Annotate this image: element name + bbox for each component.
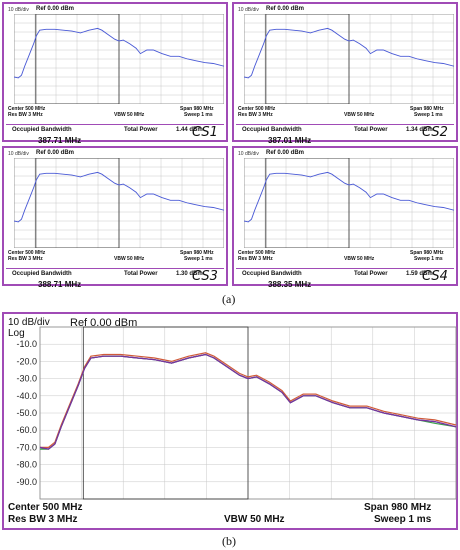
panel-tag: CS2 bbox=[422, 125, 448, 140]
panel-vbw-label: VBW 50 MHz bbox=[344, 256, 375, 262]
big-vbw-label: VBW 50 MHz bbox=[224, 514, 285, 525]
panel-separator bbox=[236, 268, 454, 269]
spectrum-trace bbox=[244, 27, 454, 79]
spectrum-trace bbox=[244, 171, 454, 223]
occupied-bandwidth-label: Occupied Bandwidth bbox=[242, 127, 302, 133]
panel-tag: CS4 bbox=[422, 269, 448, 284]
panel-resbw-label: Res BW 3 MHz bbox=[8, 256, 43, 262]
panel-plot-area bbox=[244, 158, 454, 248]
y-tick-label: -10.0 bbox=[16, 339, 37, 349]
caption-a: (a) bbox=[222, 292, 236, 306]
y-tick-label: -90.0 bbox=[16, 477, 37, 487]
big-spectrum-panel: 10 dB/div Log Ref 0.00 dBm -10.0 -20.0 -30… bbox=[2, 312, 458, 530]
occupied-bandwidth-value: 387.71 MHz bbox=[38, 136, 82, 145]
panel-ref-label: Ref 0.00 dBm bbox=[36, 150, 75, 156]
obw-marker-box bbox=[265, 158, 350, 248]
spectrum-trace bbox=[14, 27, 224, 79]
total-power-label: Total Power bbox=[124, 127, 158, 133]
big-sweep-label: Sweep 1 ms bbox=[374, 514, 432, 525]
panel-tag: CS3 bbox=[192, 269, 218, 284]
total-power-label: Total Power bbox=[124, 271, 158, 277]
occupied-bandwidth-label: Occupied Bandwidth bbox=[242, 271, 302, 277]
big-ref-label: Ref 0.00 dBm bbox=[70, 317, 138, 329]
total-power-label: Total Power bbox=[354, 127, 388, 133]
panel-ref-label: Ref 0.00 dBm bbox=[36, 6, 75, 12]
spectrum-trace bbox=[39, 353, 457, 450]
big-plot-area: -10.0 -20.0 -30.0 -40.0 -50.0 -60.0 -70.0 -80.0… bbox=[16, 326, 457, 500]
panel-resbw-label: Res BW 3 MHz bbox=[238, 112, 273, 118]
y-tick-label: -70.0 bbox=[16, 442, 37, 452]
big-log-label: Log bbox=[8, 328, 25, 339]
panel-center-label: Center 500 MHz bbox=[238, 106, 276, 112]
occupied-bandwidth-label: Occupied Bandwidth bbox=[12, 127, 72, 133]
panel-ref-label: Ref 0.00 dBm bbox=[266, 150, 305, 156]
total-power-value: 1.34 dBm bbox=[406, 127, 433, 133]
panel-plot-area bbox=[244, 14, 454, 104]
obw-marker-box bbox=[35, 158, 120, 248]
panel-span-label: Span 980 MHz bbox=[180, 250, 214, 256]
total-power-value: 1.30 dBm bbox=[176, 271, 203, 277]
big-center-label: Center 500 MHz bbox=[8, 502, 83, 513]
panel-cs2: 10 dB/div Ref 0.00 dBm Center 500 MHz Res B… bbox=[232, 2, 458, 145]
total-power-value: 1.44 dBm bbox=[176, 127, 203, 133]
big-resbw-label: Res BW 3 MHz bbox=[8, 514, 78, 525]
obw-marker-box bbox=[265, 14, 350, 104]
panel-center-label: Center 500 MHz bbox=[8, 106, 46, 112]
occupied-bandwidth-label: Occupied Bandwidth bbox=[12, 271, 72, 277]
panel-sweep-label: Sweep 1 ms bbox=[414, 112, 443, 118]
caption-b: (b) bbox=[222, 534, 236, 548]
panel-sweep-label: Sweep 1 ms bbox=[184, 112, 213, 118]
y-tick-label: -50.0 bbox=[16, 408, 37, 418]
panel-center-label: Center 500 MHz bbox=[8, 250, 46, 256]
panel-ref-label: Ref 0.00 dBm bbox=[266, 6, 305, 12]
total-power-label: Total Power bbox=[354, 271, 388, 277]
occupied-bandwidth-value: 388.35 MHz bbox=[268, 280, 312, 289]
panel-sweep-label: Sweep 1 ms bbox=[414, 256, 443, 262]
panel-tag: CS1 bbox=[192, 125, 218, 140]
big-span-label: Span 980 MHz bbox=[364, 502, 432, 513]
panel-plot-area bbox=[14, 158, 224, 248]
panel-plot-area bbox=[14, 14, 224, 104]
panel-scale-label: 10 dB/div bbox=[8, 151, 29, 157]
panel-center-label: Center 500 MHz bbox=[238, 250, 276, 256]
panel-cs3: 10 dB/div Ref 0.00 dBm Center 500 MHz Res B… bbox=[2, 146, 228, 289]
y-tick-label: -40.0 bbox=[16, 391, 37, 401]
occupied-bandwidth-value: 388.71 MHz bbox=[38, 280, 82, 289]
panel-scale-label: 10 dB/div bbox=[8, 7, 29, 13]
obw-marker-box bbox=[82, 326, 249, 500]
panel-scale-label: 10 dB/div bbox=[238, 151, 259, 157]
panel-span-label: Span 980 MHz bbox=[180, 106, 214, 112]
panel-separator bbox=[236, 124, 454, 125]
spectrum-trace bbox=[14, 171, 224, 223]
panel-vbw-label: VBW 50 MHz bbox=[344, 112, 375, 118]
y-tick-label: -20.0 bbox=[16, 356, 37, 366]
panel-cs1: 10 dB/div Ref 0.00 dBm Center 500 MHz Res B… bbox=[2, 2, 228, 145]
y-tick-label: -60.0 bbox=[16, 425, 37, 435]
occupied-bandwidth-value: 387.01 MHz bbox=[268, 136, 312, 145]
panel-resbw-label: Res BW 3 MHz bbox=[8, 112, 43, 118]
panel-resbw-label: Res BW 3 MHz bbox=[238, 256, 273, 262]
panel-cs4: 10 dB/div Ref 0.00 dBm Center 500 MHz Res B… bbox=[232, 146, 458, 289]
panel-scale-label: 10 dB/div bbox=[238, 7, 259, 13]
panel-separator bbox=[6, 124, 224, 125]
panel-vbw-label: VBW 50 MHz bbox=[114, 112, 145, 118]
total-power-value: 1.59 dBm bbox=[406, 271, 433, 277]
panel-separator bbox=[6, 268, 224, 269]
y-tick-label: -30.0 bbox=[16, 374, 37, 384]
big-scale-label: 10 dB/div bbox=[8, 317, 50, 328]
panel-span-label: Span 980 MHz bbox=[410, 250, 444, 256]
obw-marker-box bbox=[35, 14, 120, 104]
panel-span-label: Span 980 MHz bbox=[410, 106, 444, 112]
y-tick-label: -80.0 bbox=[16, 460, 37, 470]
panel-vbw-label: VBW 50 MHz bbox=[114, 256, 145, 262]
panel-sweep-label: Sweep 1 ms bbox=[184, 256, 213, 262]
